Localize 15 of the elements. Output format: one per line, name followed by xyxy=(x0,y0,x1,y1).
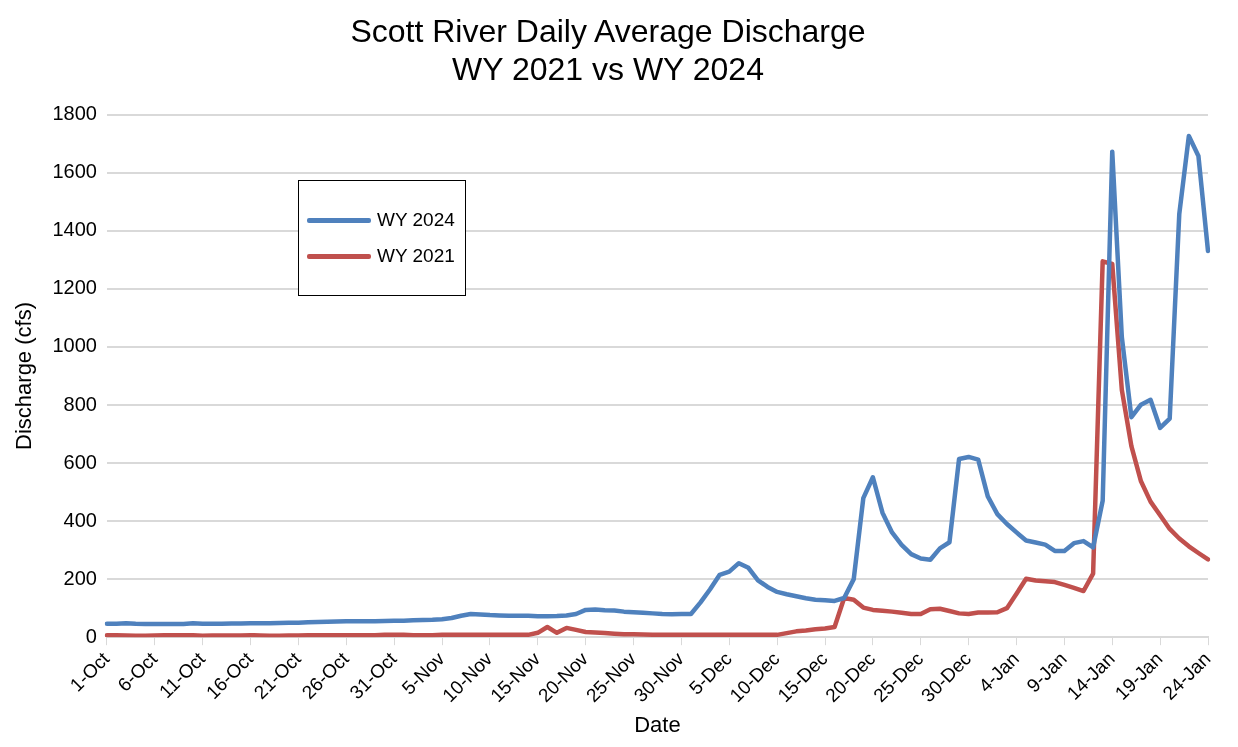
y-tick-label: 1000 xyxy=(52,334,97,357)
y-tick-label: 800 xyxy=(63,392,97,415)
legend-label: WY 2021 xyxy=(377,245,455,267)
y-tick-label: 1600 xyxy=(52,160,97,183)
y-tick-label: 600 xyxy=(63,450,97,473)
y-tick-label: 1400 xyxy=(52,218,97,241)
y-tick-label: 200 xyxy=(63,566,97,589)
y-tick-label: 400 xyxy=(63,508,97,531)
y-tick-label: 1200 xyxy=(52,276,97,299)
y-tick-label: 0 xyxy=(85,624,97,647)
y-axis-title: Discharge (cfs) xyxy=(11,302,37,450)
legend-label: WY 2024 xyxy=(377,209,455,231)
x-axis-title: Date xyxy=(634,711,681,737)
chart-title: Scott River Daily Average Discharge WY 2021 vs WY 2024 xyxy=(350,13,866,88)
y-tick-label: 1800 xyxy=(52,102,97,125)
